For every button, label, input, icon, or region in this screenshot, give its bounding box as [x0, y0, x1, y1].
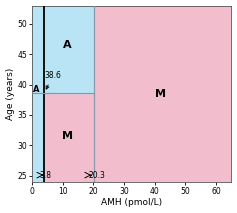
Text: A: A	[63, 40, 72, 50]
Text: 3.8: 3.8	[40, 171, 52, 180]
Text: M: M	[62, 131, 73, 141]
Bar	[44, 6, 94, 93]
Text: M: M	[155, 89, 166, 99]
Text: A: A	[33, 85, 40, 94]
Y-axis label: Age (years): Age (years)	[5, 68, 14, 120]
Text: 38.6: 38.6	[45, 71, 61, 89]
Text: 20.3: 20.3	[89, 171, 106, 180]
Bar	[32, 6, 44, 182]
X-axis label: AMH (pmol/L): AMH (pmol/L)	[101, 199, 162, 207]
